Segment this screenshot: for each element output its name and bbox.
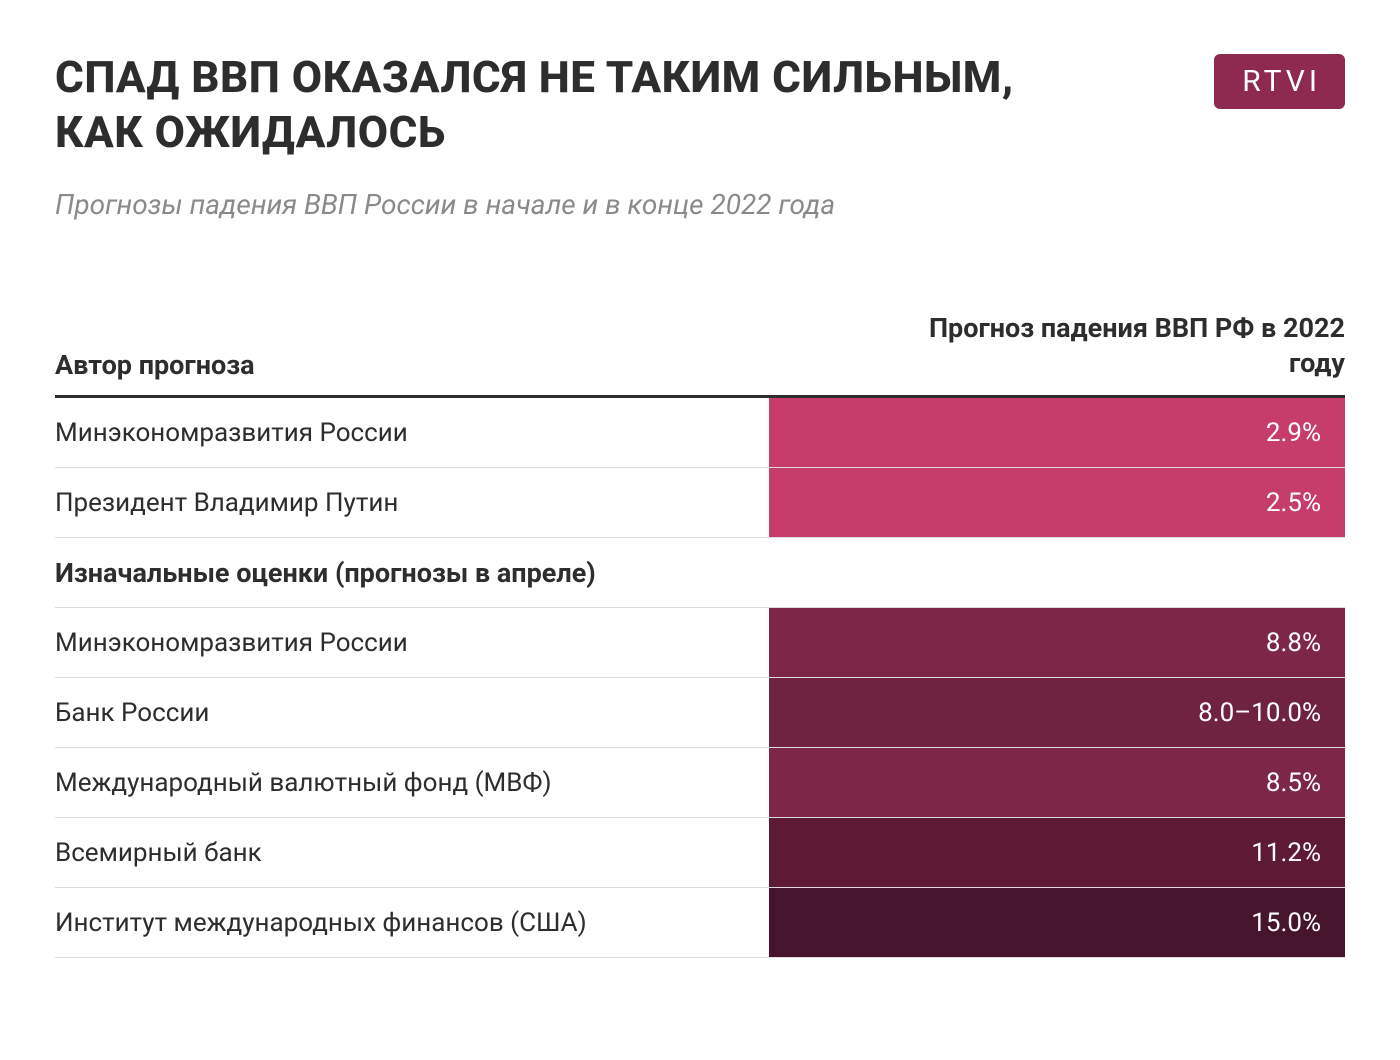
row-label: Всемирный банк xyxy=(55,818,769,887)
table-row: Институт международных финансов (США)15.… xyxy=(55,888,1345,958)
page-subtitle: Прогнозы падения ВВП России в начале и в… xyxy=(55,188,1345,221)
table-header-row: Автор прогноза Прогноз падения ВВП РФ в … xyxy=(55,311,1345,398)
row-value-cell: 15.0% xyxy=(769,888,1345,957)
column-header-author: Автор прогноза xyxy=(55,349,895,381)
table-section-label: Изначальные оценки (прогнозы в апреле) xyxy=(55,557,596,589)
table-row: Минэкономразвития России8.8% xyxy=(55,608,1345,678)
row-value-cell: 8.5% xyxy=(769,748,1345,817)
table-section-row: Изначальные оценки (прогнозы в апреле) xyxy=(55,538,1345,608)
page-title: СПАД ВВП ОКАЗАЛСЯ НЕ ТАКИМ СИЛЬНЫМ, КАК … xyxy=(55,50,1055,160)
row-value-cell: 8.0–10.0% xyxy=(769,678,1345,747)
row-label: Институт международных финансов (США) xyxy=(55,888,769,957)
table-row: Президент Владимир Путин2.5% xyxy=(55,468,1345,538)
row-value-cell: 2.5% xyxy=(769,468,1345,537)
table-row: Всемирный банк11.2% xyxy=(55,818,1345,888)
table-row: Банк России8.0–10.0% xyxy=(55,678,1345,748)
gdp-forecast-table: Автор прогноза Прогноз падения ВВП РФ в … xyxy=(55,311,1345,958)
column-header-value: Прогноз падения ВВП РФ в 2022 году xyxy=(895,311,1345,381)
table-body: Минэкономразвития России2.9%Президент Вл… xyxy=(55,398,1345,958)
row-label: Банк России xyxy=(55,678,769,747)
header: СПАД ВВП ОКАЗАЛСЯ НЕ ТАКИМ СИЛЬНЫМ, КАК … xyxy=(55,50,1345,160)
row-value-cell: 8.8% xyxy=(769,608,1345,677)
logo-badge: RTVI xyxy=(1214,54,1345,109)
table-row: Минэкономразвития России2.9% xyxy=(55,398,1345,468)
table-row: Международный валютный фонд (МВФ)8.5% xyxy=(55,748,1345,818)
row-label: Минэкономразвития России xyxy=(55,608,769,677)
row-value-cell: 2.9% xyxy=(769,398,1345,467)
row-label: Минэкономразвития России xyxy=(55,398,769,467)
row-value-cell: 11.2% xyxy=(769,818,1345,887)
row-label: Международный валютный фонд (МВФ) xyxy=(55,748,769,817)
row-label: Президент Владимир Путин xyxy=(55,468,769,537)
